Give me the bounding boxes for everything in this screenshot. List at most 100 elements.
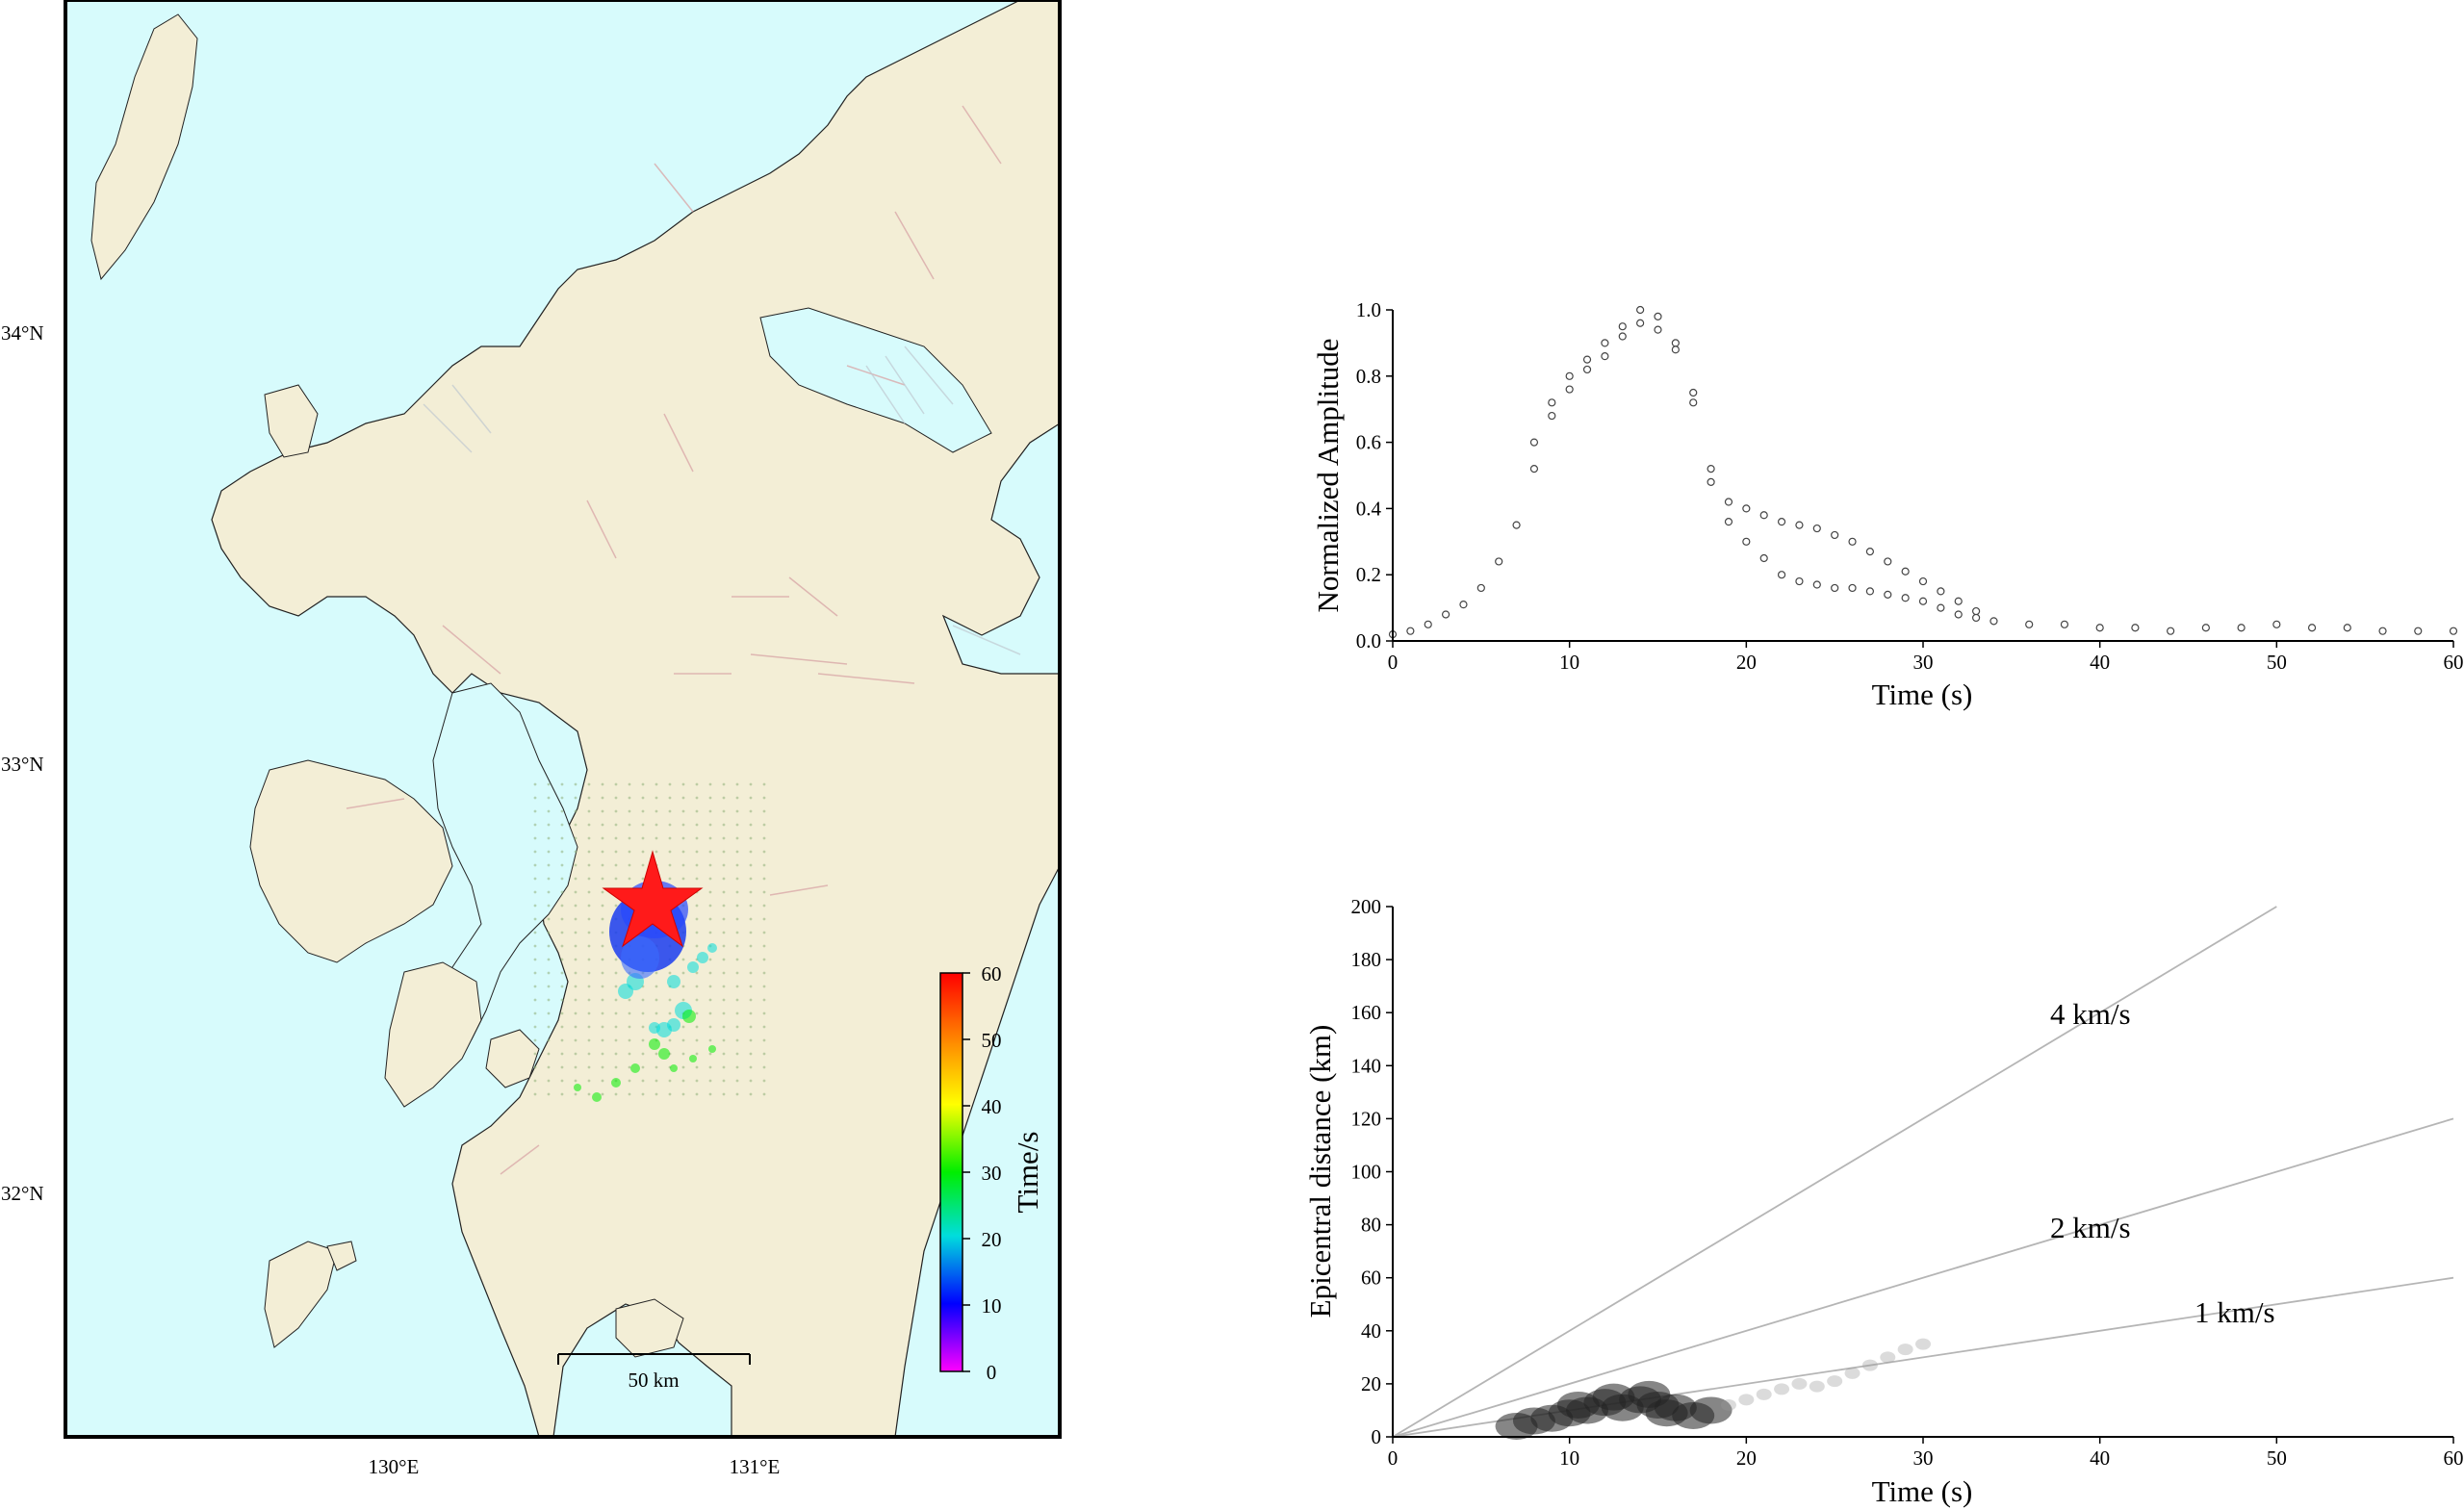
station-dot [681,1025,685,1029]
station-dot [614,998,618,1002]
station-dot [601,863,604,867]
station-dot [722,958,726,961]
station-dot [735,971,739,975]
amplitude-point [2060,620,2069,628]
source-dot [707,943,717,953]
station-dot [735,944,739,948]
station-dot [762,1092,766,1096]
station-dot [628,1011,631,1015]
station-dot [722,998,726,1002]
station-dot [574,985,578,988]
station-dot [722,944,726,948]
station-dot [749,782,753,786]
velocity-reference-line [1392,1117,2454,1438]
station-dot [735,1079,739,1083]
y-tick-label: 0.2 [1356,563,1381,586]
amplitude-point [2095,624,2104,632]
station-dot [614,904,618,908]
station-dot [654,782,658,786]
station-dot [762,782,766,786]
amplitude-point [1812,524,1821,533]
station-dot [574,931,578,934]
amplitude-point [1548,398,1556,407]
station-dot [560,958,564,961]
station-dot [560,1065,564,1069]
station-dot [587,1025,591,1029]
station-dot [708,1025,712,1029]
amplitude-point [1937,603,1945,612]
station-dot [695,850,699,854]
station-dot [587,1011,591,1015]
x-tick-label: 40 [2090,651,2110,674]
colorbar-tick-40: 40 [982,1095,1002,1118]
amplitude-point [2167,627,2175,635]
station-dot [587,836,591,840]
station-dot [695,836,699,840]
station-dot [614,809,618,813]
station-dot [547,863,551,867]
station-dot [722,850,726,854]
station-dot [587,782,591,786]
amplitude-point [1548,411,1556,421]
station-dot [628,1065,631,1069]
amplitude-point [1831,530,1839,540]
amplitude-point [1654,312,1662,320]
station-dot [587,985,591,988]
station-dot [749,877,753,881]
station-dot [574,944,578,948]
station-dot [574,1092,578,1096]
station-dot [749,890,753,894]
station-dot [722,1065,726,1069]
source-dot [649,1022,660,1034]
station-dot [654,809,658,813]
station-dot [560,890,564,894]
station-dot [695,1079,699,1083]
amplitude-point [1476,583,1485,593]
amplitude-point [1671,339,1680,347]
station-dot [695,1025,699,1029]
station-dot [708,931,712,934]
station-dot [533,971,537,975]
station-dot [601,931,604,934]
epicenter-star-marker [602,850,704,948]
station-dot [762,917,766,921]
sea-faults [423,346,1021,655]
station-dot [587,1079,591,1083]
amplitude-point [1724,518,1733,526]
station-dot [708,998,712,1002]
y-tick-label: 0.6 [1356,431,1381,454]
station-dot [614,836,618,840]
station-dot [695,917,699,921]
station-dot [749,917,753,921]
station-dot [735,904,739,908]
station-dot [587,809,591,813]
station-dot [614,1092,618,1096]
station-dot [628,1038,631,1042]
station-dot [628,823,631,827]
x-tick-label: 30 [1913,1446,1934,1470]
station-dot [560,1052,564,1056]
station-dot [749,931,753,934]
amplitude-point [1582,355,1592,364]
station-dot [533,809,537,813]
station-dot [681,958,685,961]
station-dot [628,998,631,1002]
y-tick-label: 100 [1351,1161,1382,1184]
station-dot [533,796,537,800]
station-dot [601,796,604,800]
amplitude-point [2272,620,2281,628]
station-dot [708,1065,712,1069]
station-dot [628,1092,631,1096]
x-tick-label: 60 [2444,651,2464,674]
station-dot [560,985,564,988]
station-dot [681,1092,685,1096]
station-dot [749,850,753,854]
station-dot [614,1065,618,1069]
station-dot [547,958,551,961]
station-dot [708,890,712,894]
station-dot [601,782,604,786]
station-dot [574,809,578,813]
station-dot [708,1052,712,1056]
station-dot [654,850,658,854]
station-dot [601,1079,604,1083]
